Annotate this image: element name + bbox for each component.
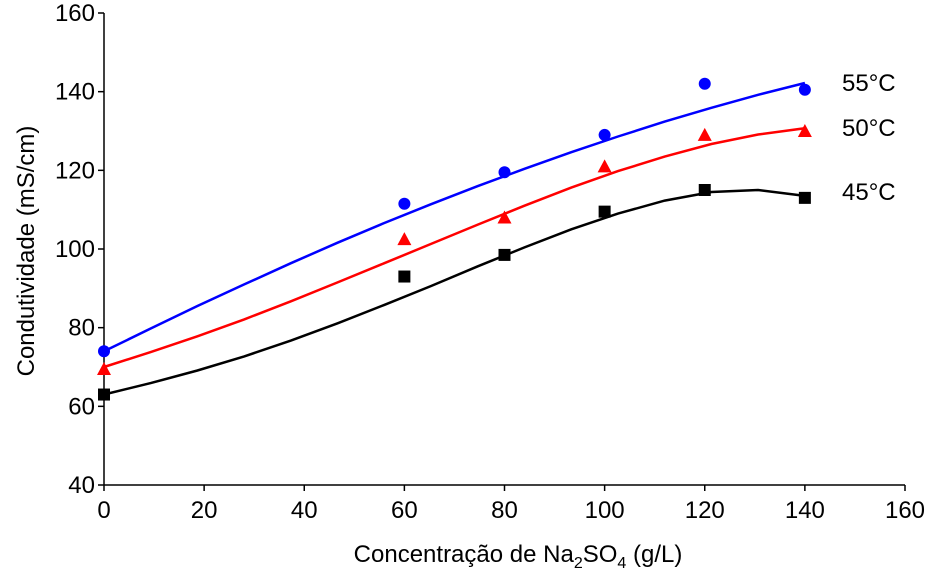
x-tick-label: 80: [491, 497, 518, 524]
data-point: [497, 210, 512, 224]
x-tick-label: 40: [291, 497, 318, 524]
data-point: [98, 388, 110, 401]
data-point: [598, 205, 611, 218]
data-point: [397, 232, 412, 246]
fit-curve: [103, 81, 806, 353]
x-tick-label: 20: [191, 497, 218, 524]
fit-curves: [103, 81, 806, 396]
x-tick-label: 140: [785, 497, 825, 524]
axes: 40 60 80 100 120 140 160 0 20 40 60 80 100 120 140 160: [55, 0, 925, 524]
data-point: [597, 159, 612, 173]
data-point: [398, 270, 411, 283]
data-point: [697, 127, 712, 141]
y-tick-label: 120: [55, 157, 95, 184]
data-point: [798, 83, 811, 96]
x-tick-label: 60: [391, 497, 418, 524]
y-axis-title: Condutividade (mS/cm): [13, 126, 40, 377]
x-tick-label: 100: [585, 497, 625, 524]
data-point: [98, 345, 110, 358]
y-tick-label: 80: [68, 315, 95, 342]
series-label: 55°C: [842, 70, 896, 97]
data-point: [598, 128, 611, 141]
data-point: [498, 166, 511, 179]
x-tick-label: 160: [885, 497, 925, 524]
data-point: [698, 77, 711, 90]
y-tick-label: 140: [55, 79, 95, 106]
series-label: 50°C: [842, 115, 896, 142]
x-tick-label: 120: [685, 497, 725, 524]
fit-curve: [103, 126, 806, 369]
data-point: [398, 197, 411, 210]
series-labels: 55°C 50°C 45°C: [842, 70, 896, 206]
x-tick-label: 0: [97, 497, 110, 524]
y-tick-label: 100: [55, 236, 95, 263]
x-axis-title: Concentração de Na2SO4 (g/L): [354, 541, 683, 572]
fit-curve: [103, 188, 806, 396]
data-point: [798, 191, 811, 204]
y-tick-label: 160: [55, 0, 95, 27]
data-markers: [97, 77, 812, 401]
data-point: [698, 184, 711, 196]
data-point: [498, 248, 511, 261]
data-point: [97, 361, 111, 375]
y-tick-label: 60: [68, 393, 95, 420]
series-label: 45°C: [842, 179, 896, 206]
data-point: [797, 124, 812, 137]
y-tick-label: 40: [68, 472, 95, 499]
